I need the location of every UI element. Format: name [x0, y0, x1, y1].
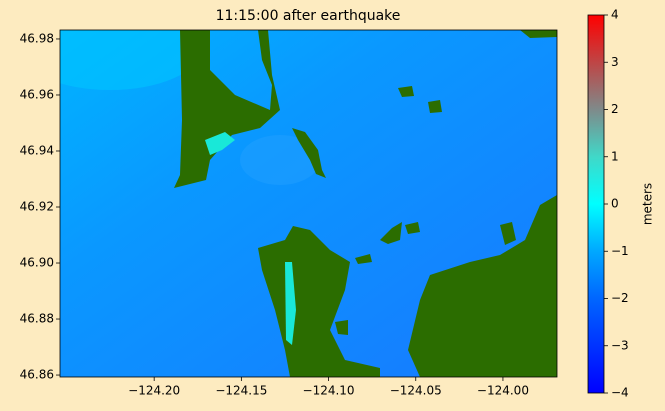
- colorbar-tick-label: −1: [611, 244, 629, 258]
- plot-frame: [59, 29, 558, 378]
- chart-title: 11:15:00 after earthquake: [216, 8, 401, 24]
- colorbar-tick-label: 1: [611, 149, 619, 163]
- x-tick-label: −124.15: [215, 384, 267, 398]
- colorbar-tick-label: −2: [611, 291, 629, 305]
- y-tick-label: 46.90: [20, 256, 54, 270]
- x-tick-label: −124.10: [303, 384, 355, 398]
- colorbar-tick-label: 2: [611, 102, 619, 116]
- x-tick-label: −124.00: [477, 384, 529, 398]
- colorbar-tick-label: 0: [611, 197, 619, 211]
- y-tick-label: 46.94: [20, 143, 54, 157]
- y-tick-label: 46.96: [20, 87, 54, 101]
- colorbar-label: meters: [641, 183, 655, 225]
- x-tick-label: −124.20: [128, 384, 180, 398]
- colorbar-scale: [587, 14, 605, 394]
- y-tick-label: 46.92: [20, 200, 54, 214]
- x-tick-label: −124.05: [390, 384, 442, 398]
- colorbar-tick-label: −3: [611, 338, 629, 352]
- y-tick-label: 46.88: [20, 312, 54, 326]
- colorbar-tick-label: 3: [611, 55, 619, 69]
- map-field: [60, 30, 557, 377]
- colorbar-tick-label: −4: [611, 386, 629, 400]
- colorbar-tick-label: 4: [611, 8, 619, 22]
- y-tick-label: 46.86: [20, 368, 54, 382]
- colorbar: −4 −3 −2 −1 0 1 2 3 4: [587, 8, 629, 400]
- y-tick-label: 46.98: [20, 31, 54, 45]
